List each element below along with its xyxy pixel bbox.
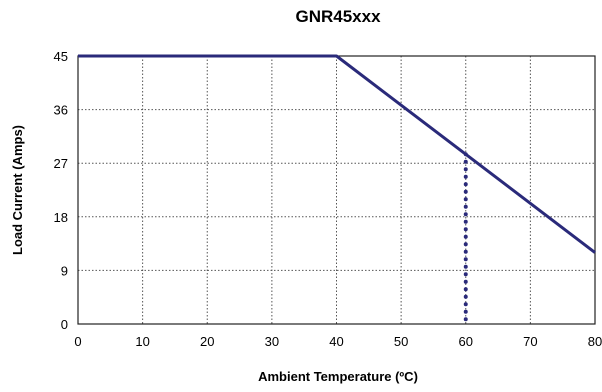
x-tick-label: 60 <box>459 334 473 349</box>
x-axis-label: Ambient Temperature (ºC) <box>258 369 418 384</box>
x-tick-label: 20 <box>200 334 214 349</box>
y-tick-label: 9 <box>61 263 68 278</box>
y-axis-label: Load Current (Amps) <box>10 125 25 255</box>
y-tick-label: 36 <box>54 103 68 118</box>
y-tick-label: 0 <box>61 317 68 332</box>
y-tick-label: 27 <box>54 156 68 171</box>
x-tick-label: 40 <box>329 334 343 349</box>
derating-curve-line <box>78 54 596 254</box>
x-axis-ticks: 0 10 20 30 40 50 60 70 80 <box>74 334 602 349</box>
x-tick-label: 10 <box>135 334 149 349</box>
grid <box>77 55 596 325</box>
series-group <box>78 54 596 326</box>
y-axis-ticks: 0 9 18 27 36 45 <box>54 49 68 332</box>
x-tick-label: 70 <box>523 334 537 349</box>
x-tick-label: 50 <box>394 334 408 349</box>
y-tick-label: 18 <box>54 210 68 225</box>
x-tick-label: 80 <box>588 334 602 349</box>
chart-title: GNR45xxx <box>295 7 381 26</box>
x-tick-label: 0 <box>74 334 81 349</box>
x-tick-label: 30 <box>265 334 279 349</box>
y-tick-label: 45 <box>54 49 68 64</box>
